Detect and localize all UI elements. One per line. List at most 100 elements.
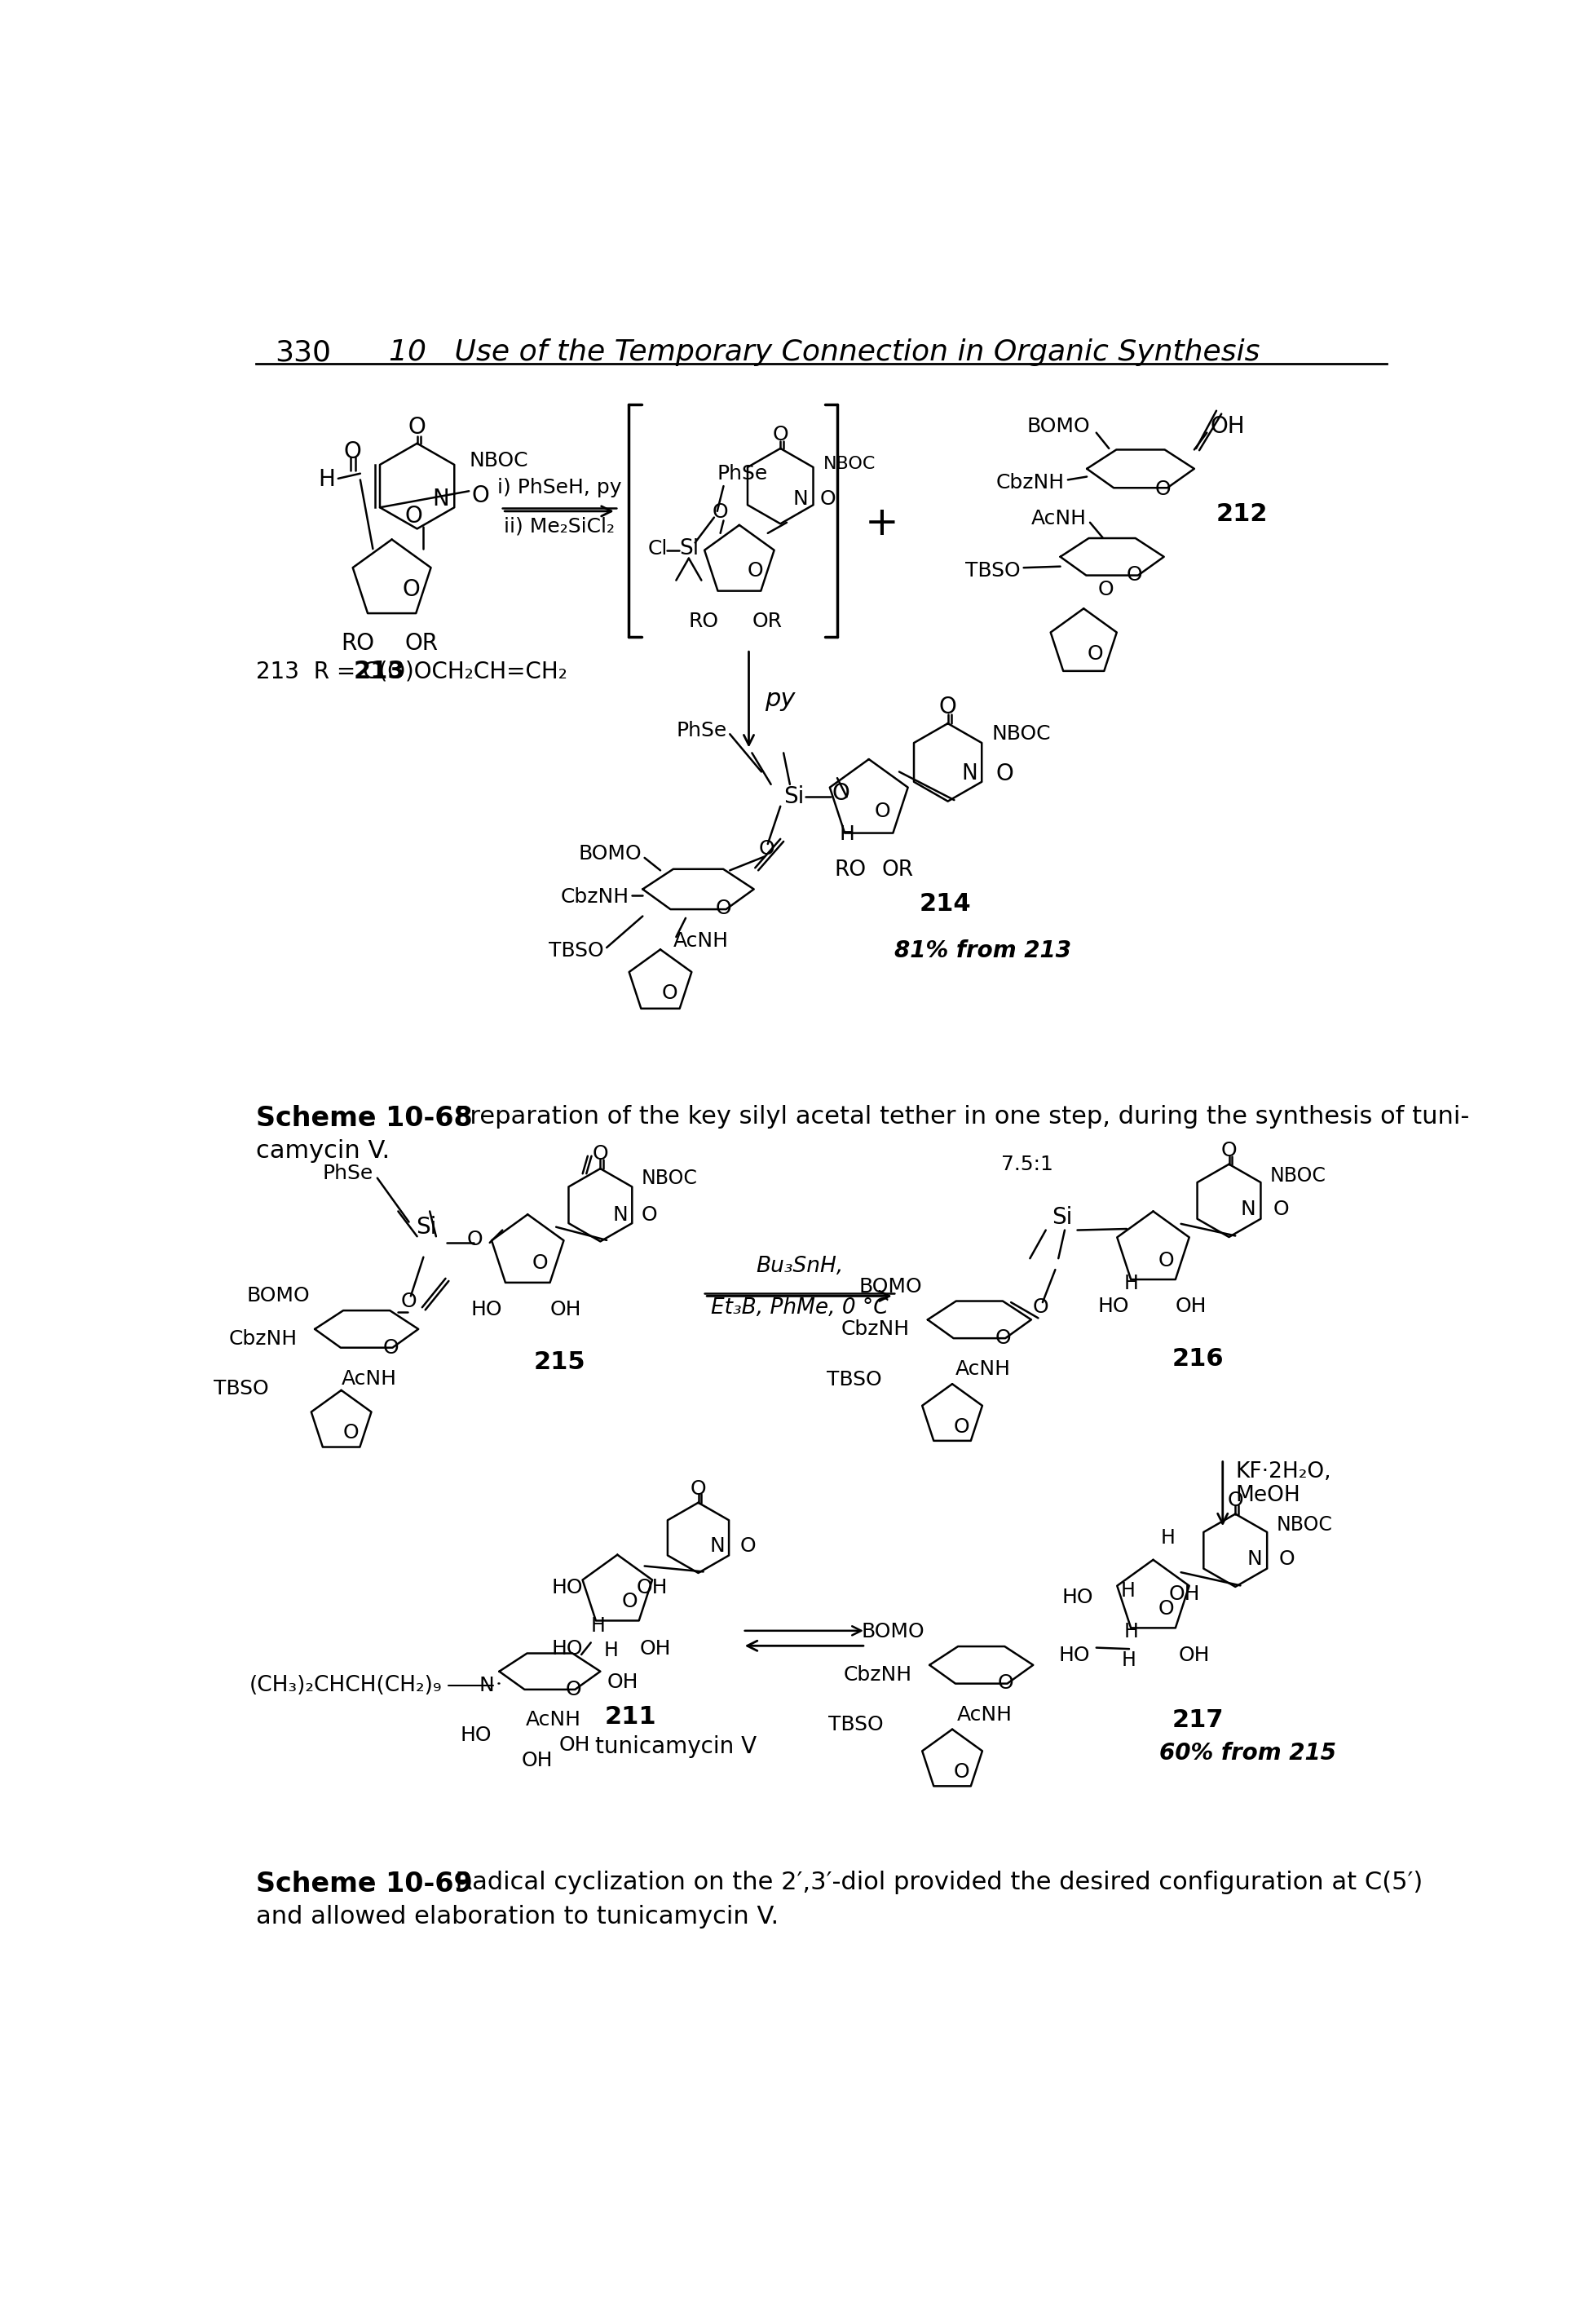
Text: BOMO: BOMO [1027, 416, 1090, 437]
Text: AcNH: AcNH [957, 1706, 1013, 1724]
Text: NBOC: NBOC [1270, 1167, 1327, 1185]
Text: 213  R = C(O)OCH₂CH=CH₂: 213 R = C(O)OCH₂CH=CH₂ [256, 660, 567, 683]
Text: OH: OH [636, 1578, 667, 1599]
Text: H: H [604, 1641, 618, 1662]
Text: 216: 216 [1172, 1348, 1223, 1371]
Text: O: O [875, 802, 890, 820]
Text: camycin V.: camycin V. [256, 1139, 390, 1162]
Text: H: H [1123, 1622, 1139, 1641]
Text: O: O [820, 488, 836, 509]
Text: H: H [1121, 1650, 1136, 1671]
Text: O: O [661, 983, 679, 1004]
Text: 7.5:1: 7.5:1 [1000, 1155, 1053, 1174]
Text: OR: OR [405, 632, 438, 655]
Text: O: O [467, 1229, 483, 1250]
Text: CbzNH: CbzNH [228, 1329, 296, 1348]
Text: NBOC: NBOC [1276, 1515, 1332, 1536]
Text: HO: HO [1098, 1297, 1129, 1315]
Text: OH: OH [550, 1299, 581, 1320]
Text: N: N [793, 488, 808, 509]
Text: Scheme 10-68: Scheme 10-68 [256, 1104, 473, 1132]
Text: H: H [591, 1615, 605, 1636]
Text: Cl: Cl [648, 539, 667, 558]
Text: HO: HO [1063, 1587, 1093, 1608]
Text: CbzNH: CbzNH [841, 1320, 910, 1339]
Text: 217: 217 [1172, 1708, 1223, 1731]
Text: KF·2H₂O,: KF·2H₂O, [1235, 1462, 1332, 1483]
Text: TBSO: TBSO [827, 1369, 881, 1390]
Text: O: O [532, 1253, 548, 1274]
Text: PhSe: PhSe [322, 1164, 373, 1183]
Text: O: O [405, 504, 422, 528]
Text: OH: OH [521, 1750, 553, 1771]
Text: OH: OH [607, 1673, 639, 1692]
Text: N: N [1247, 1550, 1262, 1569]
Text: 330: 330 [276, 339, 331, 367]
Text: (CH₃)₂CHCH(CH₂)₉: (CH₃)₂CHCH(CH₂)₉ [250, 1676, 443, 1697]
Text: O: O [408, 416, 425, 439]
Text: BOMO: BOMO [247, 1285, 309, 1306]
Text: O: O [1220, 1141, 1238, 1160]
Text: O: O [1032, 1297, 1048, 1318]
Text: OH: OH [1169, 1585, 1201, 1604]
Text: O: O [997, 1673, 1013, 1694]
Text: RO: RO [835, 860, 867, 881]
Text: OH: OH [1179, 1645, 1209, 1664]
Text: O: O [642, 1206, 658, 1225]
Text: BOMO: BOMO [862, 1622, 924, 1641]
Text: 60% from 215: 60% from 215 [1160, 1741, 1337, 1764]
Text: O: O [832, 783, 851, 804]
Text: BOMO: BOMO [859, 1276, 922, 1297]
Text: 10   Use of the Temporary Connection in Organic Synthesis: 10 Use of the Temporary Connection in Or… [389, 339, 1260, 367]
Text: O: O [621, 1592, 639, 1611]
Text: O: O [1279, 1550, 1295, 1569]
Text: O: O [690, 1478, 706, 1499]
Text: O: O [401, 1292, 417, 1311]
Text: O: O [954, 1762, 970, 1783]
Text: Preparation of the key silyl acetal tether in one step, during the synthesis of : Preparation of the key silyl acetal teth… [440, 1104, 1469, 1127]
Text: RO: RO [341, 632, 374, 655]
Text: PhSe: PhSe [675, 720, 726, 741]
Text: H: H [1120, 1580, 1136, 1601]
Text: O: O [382, 1339, 398, 1357]
Text: AcNH: AcNH [1031, 509, 1086, 528]
Text: O: O [401, 579, 419, 602]
Text: O: O [739, 1536, 755, 1555]
Text: O: O [712, 502, 728, 523]
Text: O: O [938, 695, 957, 718]
Text: OH: OH [1211, 416, 1244, 437]
Text: py: py [765, 688, 795, 711]
Text: H: H [319, 469, 335, 490]
Text: O: O [747, 560, 763, 581]
Text: N: N [709, 1536, 725, 1555]
Text: CbzNH: CbzNH [996, 474, 1064, 493]
Text: Si: Si [784, 786, 804, 809]
Text: OH: OH [639, 1638, 671, 1659]
Text: 81% from 213: 81% from 213 [894, 939, 1070, 962]
Text: O: O [715, 899, 731, 918]
Text: OR: OR [752, 611, 782, 630]
Text: 214: 214 [919, 892, 972, 916]
Text: Radical cyclization on the 2′,3′-diol provided the desired configuration at C(5′: Radical cyclization on the 2′,3′-diol pr… [440, 1871, 1423, 1894]
Text: AcNH: AcNH [341, 1369, 397, 1390]
Text: Bu₃SnH,: Bu₃SnH, [755, 1255, 843, 1278]
Text: O: O [758, 839, 774, 860]
Text: Et₃B, PhMe, 0 °C: Et₃B, PhMe, 0 °C [710, 1297, 887, 1318]
Text: O: O [1158, 1250, 1174, 1269]
Text: 215: 215 [534, 1350, 586, 1373]
Text: Scheme 10-69: Scheme 10-69 [256, 1871, 473, 1896]
Text: HO: HO [1059, 1645, 1090, 1664]
Text: O: O [593, 1143, 609, 1164]
Text: 212: 212 [1217, 502, 1268, 525]
Text: TBSO: TBSO [965, 560, 1021, 581]
Text: OH: OH [1176, 1297, 1206, 1315]
Text: TBSO: TBSO [548, 941, 604, 960]
Text: PhSe: PhSe [717, 465, 768, 483]
Text: O: O [773, 425, 789, 444]
Text: N: N [613, 1206, 628, 1225]
Text: +: + [865, 504, 898, 544]
Text: H: H [1123, 1274, 1139, 1292]
Text: HO: HO [460, 1727, 492, 1745]
Text: HO: HO [551, 1578, 583, 1599]
Text: NBOC: NBOC [824, 456, 876, 472]
